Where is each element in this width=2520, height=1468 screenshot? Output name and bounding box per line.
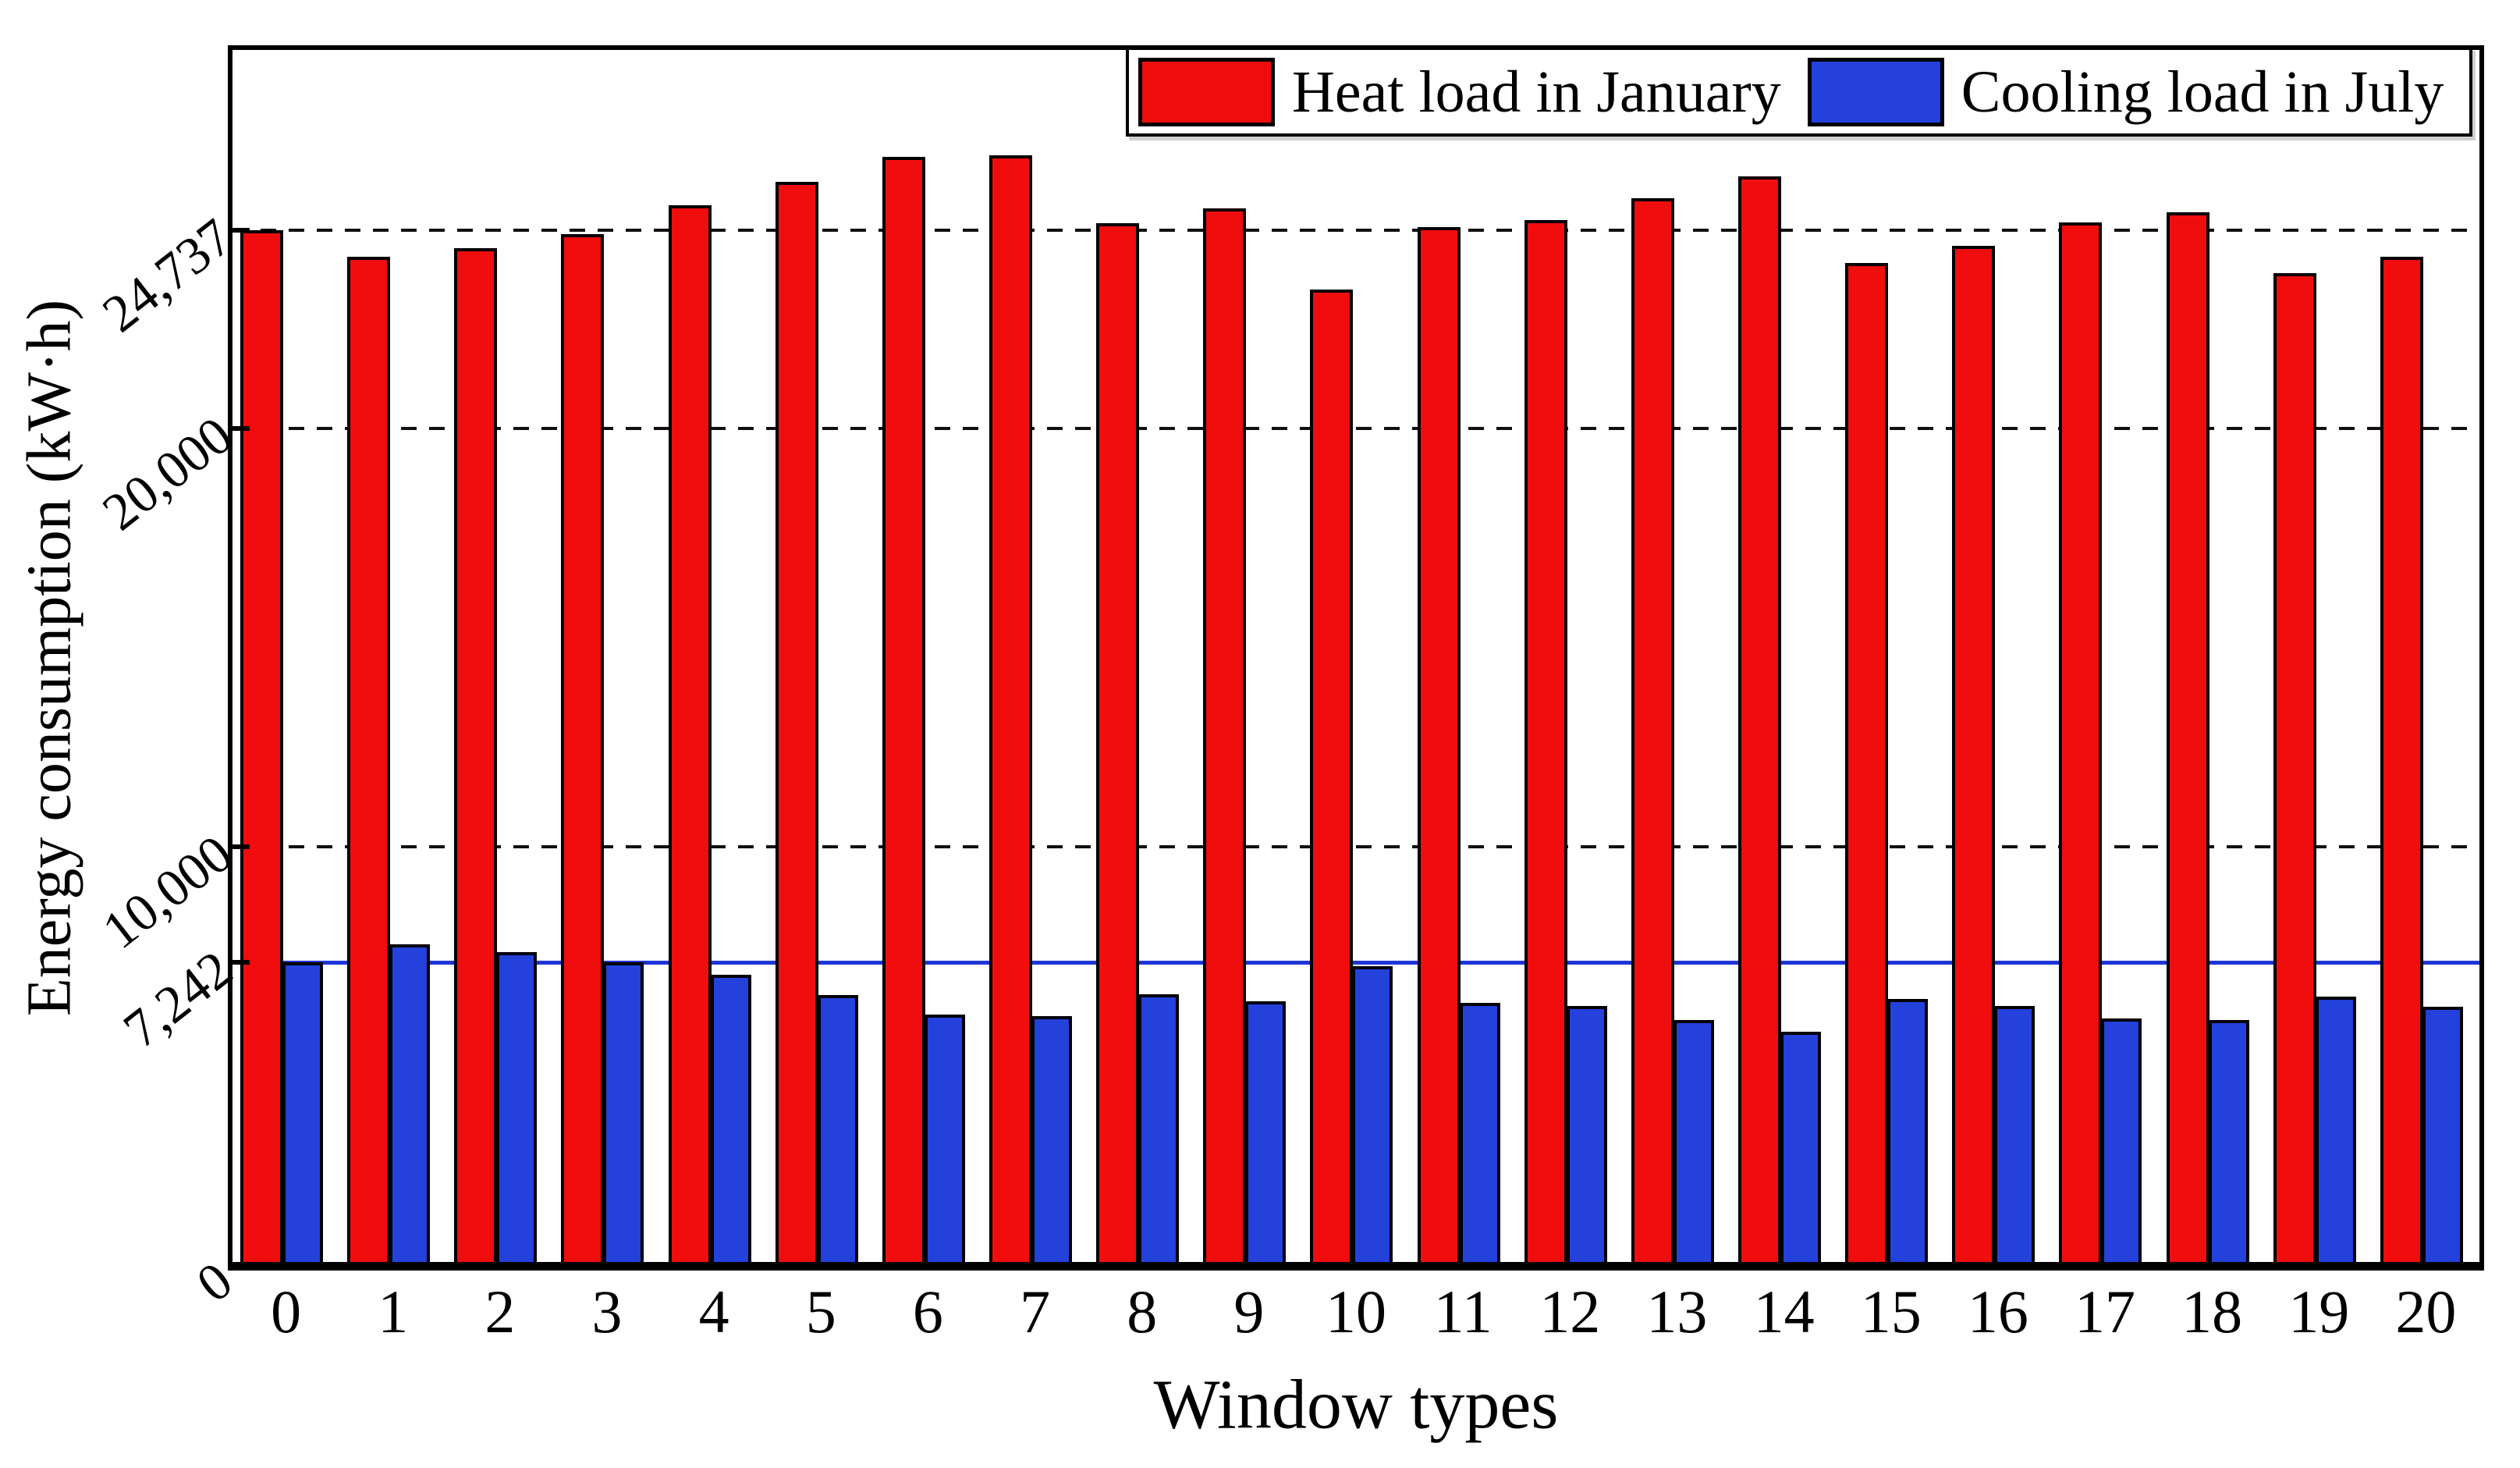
bar-heat-11 bbox=[1417, 227, 1461, 1266]
gridline-20000 bbox=[232, 426, 2479, 430]
y-tick-label-20000: 20,000 bbox=[91, 405, 243, 542]
bar-heat-19 bbox=[2273, 273, 2316, 1266]
bar-cool-0 bbox=[282, 962, 323, 1266]
legend-swatch-heat bbox=[1138, 57, 1275, 126]
x-tick-label-9: 9 bbox=[1233, 1278, 1265, 1345]
bar-cool-16 bbox=[1994, 1006, 2036, 1266]
bar-heat-12 bbox=[1524, 220, 1567, 1266]
bar-heat-18 bbox=[2166, 212, 2209, 1266]
legend-label-cool: Cooling load in July bbox=[1961, 59, 2444, 125]
plot-area bbox=[232, 50, 2479, 1266]
x-tick-label-0: 0 bbox=[271, 1278, 302, 1345]
bar-cool-17 bbox=[2101, 1018, 2142, 1266]
x-axis-title: Window types bbox=[1153, 1366, 1559, 1444]
x-tick-label-11: 11 bbox=[1433, 1278, 1492, 1345]
x-tick-label-19: 19 bbox=[2288, 1278, 2350, 1345]
bar-cool-14 bbox=[1780, 1032, 1821, 1266]
bar-cool-9 bbox=[1245, 1001, 1287, 1266]
x-tick-label-1: 1 bbox=[378, 1278, 409, 1345]
x-tick-label-13: 13 bbox=[1646, 1278, 1708, 1345]
bar-cool-13 bbox=[1673, 1020, 1714, 1266]
y-tick-label-24737: 24,737 bbox=[91, 206, 243, 343]
bar-heat-3 bbox=[561, 234, 605, 1266]
y-tick-10000 bbox=[232, 844, 250, 850]
bar-heat-2 bbox=[454, 248, 498, 1266]
y-tick-20000 bbox=[232, 425, 250, 431]
bar-cool-5 bbox=[817, 995, 858, 1266]
bar-heat-4 bbox=[668, 205, 712, 1266]
bar-heat-7 bbox=[989, 155, 1032, 1266]
gridline-24737 bbox=[232, 228, 2479, 232]
bar-cool-6 bbox=[924, 1015, 965, 1266]
bar-heat-16 bbox=[1952, 246, 1996, 1266]
x-tick-label-7: 7 bbox=[1020, 1278, 1051, 1345]
x-tick-label-16: 16 bbox=[1967, 1278, 2028, 1345]
bar-heat-15 bbox=[1845, 263, 1889, 1266]
bar-cool-20 bbox=[2422, 1007, 2463, 1266]
bar-cool-7 bbox=[1031, 1016, 1072, 1266]
x-tick-label-3: 3 bbox=[591, 1278, 623, 1345]
y-tick-label-7242: 7,242 bbox=[112, 939, 243, 1060]
x-tick-label-6: 6 bbox=[912, 1278, 943, 1345]
x-tick-label-17: 17 bbox=[2075, 1278, 2135, 1345]
x-tick-label-2: 2 bbox=[484, 1278, 516, 1345]
bar-cool-2 bbox=[496, 952, 538, 1266]
y-tick-7242 bbox=[232, 960, 250, 965]
x-tick-label-8: 8 bbox=[1127, 1278, 1158, 1345]
x-tick-label-20: 20 bbox=[2395, 1278, 2457, 1345]
y-tick-label-10000: 10,000 bbox=[91, 823, 243, 961]
bar-cool-12 bbox=[1566, 1006, 1607, 1266]
bar-heat-10 bbox=[1310, 290, 1354, 1266]
bar-cool-11 bbox=[1459, 1003, 1500, 1266]
bar-heat-14 bbox=[1738, 176, 1781, 1266]
bar-heat-1 bbox=[347, 257, 391, 1266]
bar-cool-15 bbox=[1887, 999, 1929, 1266]
x-tick-label-15: 15 bbox=[1860, 1278, 1922, 1345]
gridline-10000 bbox=[232, 845, 2479, 849]
bar-heat-9 bbox=[1203, 208, 1247, 1266]
reference-line-7242 bbox=[232, 961, 2479, 965]
y-tick-24737 bbox=[232, 227, 250, 233]
bar-heat-0 bbox=[240, 230, 283, 1266]
bar-cool-18 bbox=[2208, 1020, 2249, 1266]
bar-cool-1 bbox=[389, 944, 431, 1266]
x-tick-label-4: 4 bbox=[698, 1278, 729, 1345]
bar-heat-20 bbox=[2380, 257, 2423, 1266]
x-tick-label-10: 10 bbox=[1326, 1278, 1386, 1345]
bar-cool-10 bbox=[1352, 966, 1393, 1266]
bar-heat-13 bbox=[1631, 198, 1674, 1266]
x-tick-label-12: 12 bbox=[1539, 1278, 1601, 1345]
legend: Heat load in January Cooling load in Jul… bbox=[1126, 47, 2472, 137]
x-tick-label-14: 14 bbox=[1753, 1278, 1815, 1345]
bar-heat-5 bbox=[775, 182, 818, 1266]
legend-swatch-cool bbox=[1807, 57, 1944, 126]
y-axis-title: Energy consumption (kW·h) bbox=[15, 299, 84, 1017]
bar-cool-3 bbox=[603, 962, 644, 1266]
x-tick-label-18: 18 bbox=[2181, 1278, 2243, 1345]
bar-cool-19 bbox=[2315, 997, 2356, 1266]
bar-cool-8 bbox=[1138, 994, 1180, 1266]
bar-heat-8 bbox=[1096, 223, 1140, 1266]
bar-cool-4 bbox=[710, 975, 751, 1266]
legend-label-heat: Heat load in January bbox=[1292, 59, 1781, 125]
x-tick-label-5: 5 bbox=[805, 1278, 836, 1345]
bar-heat-6 bbox=[882, 157, 925, 1266]
bar-heat-17 bbox=[2059, 222, 2103, 1266]
